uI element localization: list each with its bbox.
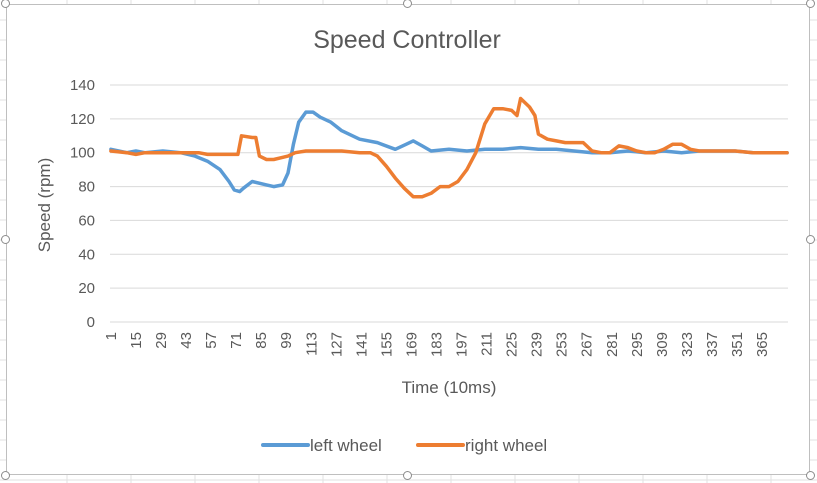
x-tick-label: 85 bbox=[253, 332, 270, 349]
x-tick-label: 15 bbox=[128, 332, 145, 349]
x-tick-label: 183 bbox=[428, 332, 445, 357]
x-tick-label: 225 bbox=[504, 332, 521, 357]
legend-label: right wheel bbox=[465, 436, 547, 455]
x-axis-ticks: 1 15 29 43 57 71 85 99 113 127 141 155 169 183 197 211 2… bbox=[103, 332, 771, 357]
x-tick-label: 365 bbox=[754, 332, 771, 357]
x-tick-label: 281 bbox=[604, 332, 621, 357]
resize-handle-top-right[interactable] bbox=[806, 0, 815, 8]
x-axis-title: Time (10ms) bbox=[402, 378, 497, 397]
series-line-left-wheel bbox=[109, 110, 789, 194]
x-tick-label: 323 bbox=[679, 332, 696, 357]
x-tick-label: 43 bbox=[178, 332, 195, 349]
x-tick-label: 71 bbox=[228, 332, 245, 349]
legend-label: left wheel bbox=[310, 436, 382, 455]
x-tick-label: 155 bbox=[378, 332, 395, 357]
x-tick-label: 141 bbox=[353, 332, 370, 357]
y-tick-label: 100 bbox=[70, 145, 95, 162]
resize-handle-bottom-center[interactable] bbox=[403, 471, 412, 480]
resize-handle-bottom-left[interactable] bbox=[1, 471, 10, 480]
y-tick-label: 120 bbox=[70, 111, 95, 128]
resize-handle-middle-left[interactable] bbox=[1, 235, 10, 244]
x-tick-label: 113 bbox=[303, 332, 320, 356]
x-tick-label: 1 bbox=[103, 332, 120, 340]
x-tick-label: 29 bbox=[153, 332, 170, 349]
x-tick-label: 99 bbox=[278, 332, 295, 349]
y-axis-ticks: 0 20 40 60 80 100 120 140 bbox=[70, 77, 95, 331]
x-tick-label: 267 bbox=[579, 332, 596, 357]
x-tick-label: 127 bbox=[328, 332, 345, 357]
y-tick-label: 140 bbox=[70, 77, 95, 94]
chart-area[interactable] bbox=[6, 4, 810, 475]
y-tick-label: 60 bbox=[78, 212, 95, 229]
chart-title: Speed Controller bbox=[313, 26, 501, 54]
resize-handle-top-center[interactable] bbox=[403, 0, 412, 8]
y-tick-label: 20 bbox=[78, 280, 95, 297]
x-tick-label: 295 bbox=[629, 332, 646, 357]
series-lines bbox=[109, 96, 789, 199]
x-tick-label: 169 bbox=[403, 332, 420, 357]
legend: left wheel right wheel bbox=[261, 436, 547, 455]
resize-handle-top-left[interactable] bbox=[1, 0, 10, 8]
gridlines bbox=[110, 84, 788, 323]
x-tick-label: 197 bbox=[454, 332, 471, 357]
resize-handle-middle-right[interactable] bbox=[806, 235, 815, 244]
resize-handle-bottom-right[interactable] bbox=[806, 471, 815, 480]
y-axis-title: Speed (rpm) bbox=[35, 158, 54, 252]
x-tick-label: 309 bbox=[654, 332, 671, 357]
series-line-right-wheel bbox=[109, 96, 789, 199]
x-tick-label: 351 bbox=[729, 332, 746, 357]
x-tick-label: 239 bbox=[529, 332, 546, 357]
x-tick-label: 211 bbox=[479, 332, 496, 356]
x-tick-label: 57 bbox=[203, 332, 220, 349]
y-tick-label: 0 bbox=[87, 314, 95, 331]
x-tick-label: 337 bbox=[704, 332, 721, 357]
y-tick-label: 40 bbox=[78, 246, 95, 263]
x-tick-label: 253 bbox=[554, 332, 571, 357]
y-tick-label: 80 bbox=[78, 179, 95, 196]
